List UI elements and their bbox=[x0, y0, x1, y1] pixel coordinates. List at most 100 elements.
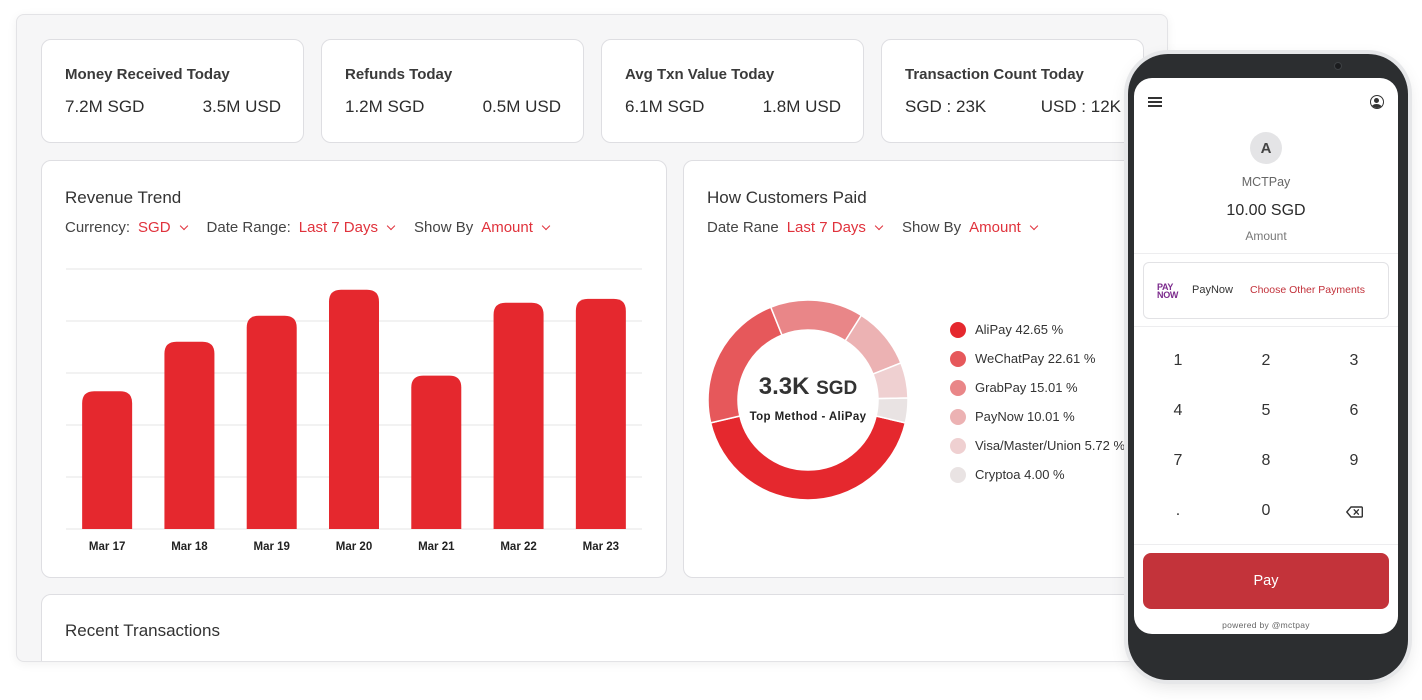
key-6[interactable]: 6 bbox=[1349, 402, 1359, 419]
key-9[interactable]: 9 bbox=[1349, 452, 1359, 469]
phone-mockup: A MCTPay 10.00 SGD Amount PAY NOW PayNow … bbox=[1128, 54, 1408, 680]
bar-mar-17[interactable] bbox=[82, 391, 133, 529]
filter-label: Currency: bbox=[65, 219, 131, 236]
legend-swatch bbox=[950, 350, 966, 367]
show-by-filter[interactable]: Show By Amount bbox=[901, 219, 1039, 236]
show-by-filter[interactable]: Show By Amount bbox=[414, 219, 551, 236]
kpi-value-sgd: 6.1M SGD bbox=[625, 97, 705, 116]
legend-item: WeChatPay 22.61 % bbox=[950, 344, 1125, 373]
revenue-trend-card: Revenue Trend Currency: SGD Date Range: … bbox=[41, 160, 667, 578]
donut-slice-0[interactable] bbox=[709, 415, 907, 501]
key-3[interactable]: 3 bbox=[1349, 352, 1359, 369]
x-tick-label: Mar 22 bbox=[500, 541, 536, 553]
key-0[interactable]: 0 bbox=[1261, 502, 1271, 519]
bar-mar-23[interactable] bbox=[575, 298, 626, 529]
phone-screen: A MCTPay 10.00 SGD Amount PAY NOW PayNow … bbox=[1134, 78, 1398, 634]
key-7[interactable]: 7 bbox=[1173, 452, 1183, 469]
key-2[interactable]: 2 bbox=[1261, 352, 1271, 369]
filter-label: Date Rane bbox=[707, 219, 779, 236]
payment-method-box: PAY NOW PayNow Choose Other Payments bbox=[1143, 262, 1389, 319]
revenue-trend-title: Revenue Trend bbox=[65, 188, 182, 207]
kpi-title: Money Received Today bbox=[65, 66, 230, 83]
x-tick-label: Mar 18 bbox=[171, 541, 208, 553]
kpi-value-sgd: 7.2M SGD bbox=[65, 97, 145, 116]
date-range-filter[interactable]: Date Range: Last 7 Days bbox=[206, 219, 396, 236]
bar-mar-22[interactable] bbox=[493, 302, 544, 529]
key-decimal[interactable]: . bbox=[1175, 502, 1181, 519]
kpi-value-usd: 0.5M USD bbox=[482, 97, 561, 116]
amount-label: Amount bbox=[1245, 229, 1287, 243]
kpi-card-avg-txn: Avg Txn Value Today 6.1M SGD 1.8M USD bbox=[601, 39, 864, 143]
bar-mar-20[interactable] bbox=[329, 289, 379, 529]
donut-center-label: Top Method - AliPay bbox=[749, 411, 867, 423]
legend-item: GrabPay 15.01 % bbox=[950, 373, 1125, 402]
divider bbox=[1134, 326, 1398, 327]
legend-label: GrabPay 15.01 % bbox=[975, 380, 1078, 395]
filter-value: SGD bbox=[138, 219, 171, 236]
menu-icon[interactable] bbox=[1148, 97, 1162, 107]
donut-legend: AliPay 42.65 % WeChatPay 22.61 % GrabPay 1… bbox=[950, 315, 1125, 489]
backspace-icon bbox=[1346, 505, 1363, 518]
legend-label: PayNow 10.01 % bbox=[975, 409, 1075, 424]
legend-label: AliPay 42.65 % bbox=[975, 322, 1064, 337]
choose-other-payments-link[interactable]: Choose Other Payments bbox=[1250, 284, 1365, 296]
key-1[interactable]: 1 bbox=[1173, 352, 1183, 369]
kpi-value-usd: USD : 12K bbox=[1040, 97, 1121, 116]
legend-item: Visa/Master/Union 5.72 % bbox=[950, 431, 1125, 460]
key-backspace[interactable] bbox=[1310, 486, 1398, 536]
recent-transactions-title: Recent Transactions bbox=[65, 621, 220, 640]
x-tick-label: Mar 23 bbox=[583, 541, 619, 553]
keypad: 1 2 3 4 5 6 7 8 9 . 0 bbox=[1134, 336, 1398, 536]
filter-label: Show By bbox=[414, 219, 474, 236]
currency-filter[interactable]: Currency: SGD bbox=[65, 219, 188, 236]
bar-mar-19[interactable] bbox=[246, 315, 297, 529]
payment-donut-chart bbox=[707, 299, 909, 501]
date-range-filter[interactable]: Date Rane Last 7 Days bbox=[707, 219, 884, 236]
legend-item: Cryptoa 4.00 % bbox=[950, 460, 1125, 489]
key-5[interactable]: 5 bbox=[1261, 402, 1271, 419]
divider bbox=[1134, 544, 1398, 545]
kpi-value-sgd: 1.2M SGD bbox=[345, 97, 425, 116]
pay-button[interactable]: Pay bbox=[1143, 553, 1389, 609]
legend-label: Cryptoa 4.00 % bbox=[975, 467, 1065, 482]
legend-label: WeChatPay 22.61 % bbox=[975, 351, 1096, 366]
avatar: A bbox=[1250, 132, 1282, 164]
legend-item: AliPay 42.65 % bbox=[950, 315, 1125, 344]
payment-method-name: PayNow bbox=[1192, 284, 1233, 296]
key-4[interactable]: 4 bbox=[1173, 402, 1183, 419]
filter-value: Last 7 Days bbox=[298, 219, 378, 236]
donut-slice-2[interactable] bbox=[769, 299, 863, 342]
payment-amount: 10.00 SGD bbox=[1226, 202, 1306, 219]
revenue-bar-chart: Mar 17 Mar 18 Mar 19 Mar 20 Mar 21 Mar 22 Mar … bbox=[66, 268, 642, 553]
payment-filters: Date Rane Last 7 Days Show By Amount bbox=[707, 219, 1057, 236]
legend-swatch bbox=[950, 408, 966, 425]
recent-transactions-card: Recent Transactions bbox=[41, 594, 1167, 661]
divider bbox=[1134, 253, 1398, 254]
donut-center-value: 3.3K SGD bbox=[708, 373, 908, 401]
revenue-filters: Currency: SGD Date Range: Last 7 Days Sh… bbox=[65, 219, 569, 236]
paynow-logo: PAY NOW bbox=[1157, 282, 1179, 300]
kpi-value-usd: 3.5M USD bbox=[202, 97, 281, 116]
filter-label: Show By bbox=[901, 219, 962, 236]
legend-swatch bbox=[950, 379, 966, 396]
donut-center-number: 3.3K bbox=[758, 373, 810, 400]
key-8[interactable]: 8 bbox=[1261, 452, 1271, 469]
legend-item: PayNow 10.01 % bbox=[950, 402, 1125, 431]
user-icon[interactable] bbox=[1370, 95, 1384, 109]
donut-slice-1[interactable] bbox=[707, 306, 783, 424]
filter-value: Amount bbox=[481, 219, 533, 236]
payment-methods-title: How Customers Paid bbox=[707, 188, 867, 207]
chevron-down-icon bbox=[1029, 221, 1039, 230]
camera-icon bbox=[1334, 62, 1342, 70]
filter-label: Date Range: bbox=[206, 219, 291, 236]
kpi-value-usd: 1.8M USD bbox=[762, 97, 841, 116]
x-tick-label: Mar 17 bbox=[89, 541, 125, 553]
filter-value: Amount bbox=[969, 219, 1021, 236]
x-tick-label: Mar 20 bbox=[336, 541, 372, 553]
donut-slice-5[interactable] bbox=[875, 397, 909, 424]
kpi-value-sgd: SGD : 23K bbox=[905, 97, 987, 116]
bar-mar-21[interactable] bbox=[411, 375, 462, 529]
x-tick-label: Mar 21 bbox=[418, 541, 455, 553]
bar-mar-18[interactable] bbox=[164, 341, 215, 529]
kpi-card-money-received: Money Received Today 7.2M SGD 3.5M USD bbox=[41, 39, 304, 143]
